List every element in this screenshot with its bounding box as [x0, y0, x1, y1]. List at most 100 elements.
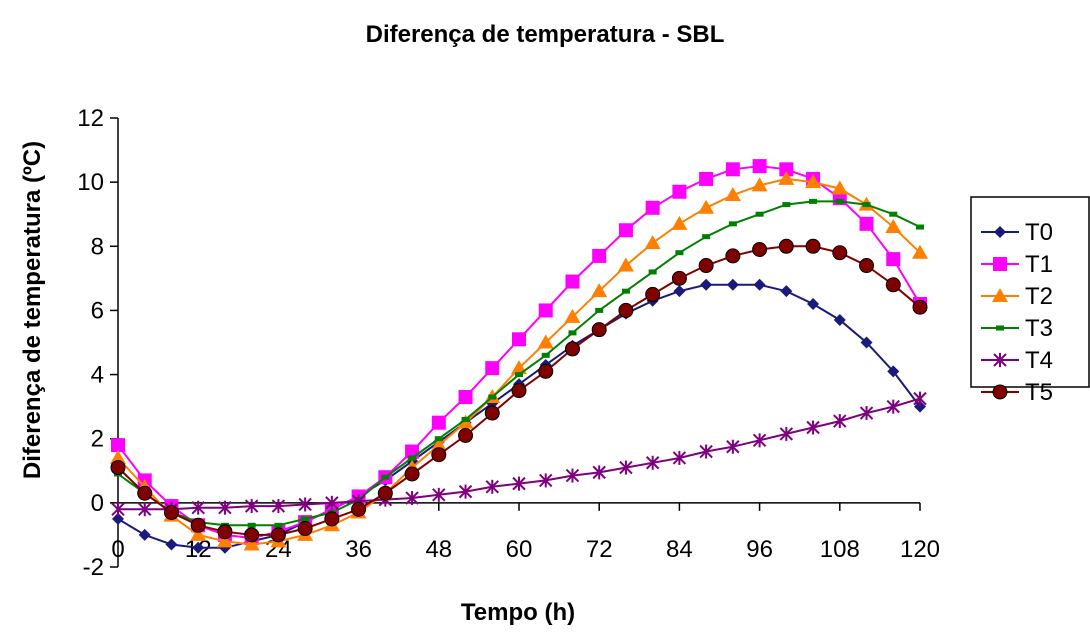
y-tick-label: 8 — [91, 233, 104, 260]
data-point-t4 — [512, 476, 526, 491]
data-point-t1 — [699, 171, 714, 186]
data-point-t2 — [644, 235, 661, 250]
y-tick-label: 4 — [91, 362, 104, 389]
data-point-t1 — [859, 216, 874, 231]
data-point-t4 — [645, 455, 660, 470]
data-point-t4 — [405, 491, 419, 506]
y-tick-label: 2 — [91, 426, 104, 453]
data-point-t5 — [698, 258, 714, 274]
data-point-t3 — [461, 416, 470, 422]
data-point-t1 — [538, 303, 553, 318]
data-point-t3 — [675, 250, 684, 256]
data-point-t1 — [111, 438, 125, 453]
data-point-t3 — [862, 202, 871, 208]
legend-label-t0: T0 — [1025, 219, 1053, 246]
data-point-t4 — [191, 500, 205, 515]
data-point-t3 — [648, 269, 657, 275]
data-point-t4 — [539, 473, 553, 488]
data-point-t5 — [805, 238, 821, 254]
data-point-t0 — [726, 278, 739, 291]
data-point-t4 — [298, 497, 312, 512]
data-point-t5 — [725, 248, 741, 264]
data-point-t3 — [835, 198, 844, 204]
data-point-t5 — [832, 245, 848, 261]
x-axis-title: Tempo (h) — [461, 599, 575, 626]
data-point-t2 — [805, 174, 822, 189]
data-point-t1 — [565, 274, 580, 289]
data-point-t3 — [728, 221, 737, 227]
data-point-t4 — [485, 479, 499, 494]
data-point-t4 — [138, 502, 152, 517]
legend: T0 T1 T2 T3 T4 T5 — [970, 196, 1090, 406]
data-point-t4 — [432, 487, 446, 502]
data-point-t5 — [404, 466, 420, 482]
data-point-t2 — [243, 536, 260, 551]
data-point-t0 — [807, 298, 820, 311]
y-tick-label: 12 — [77, 105, 104, 132]
data-point-t0 — [914, 400, 926, 413]
data-point-t3 — [916, 224, 924, 230]
data-point-t3 — [274, 522, 283, 528]
data-point-t5 — [458, 428, 474, 444]
legend-marker-t0 — [994, 226, 1006, 238]
data-point-t2 — [564, 308, 581, 323]
data-point-t4 — [886, 399, 900, 414]
data-point-t3 — [381, 474, 390, 480]
data-point-t2 — [617, 257, 634, 272]
x-tick-label: 120 — [900, 536, 940, 563]
data-point-t3 — [621, 288, 630, 294]
data-point-t2 — [671, 215, 688, 230]
data-point-t5 — [377, 485, 393, 501]
data-point-t5 — [912, 299, 928, 315]
data-point-t4 — [726, 439, 740, 454]
data-point-t4 — [592, 465, 606, 480]
data-point-t0 — [700, 278, 713, 291]
series-line-t4 — [118, 397, 921, 511]
data-point-t4 — [913, 391, 927, 406]
data-point-t3 — [595, 307, 604, 313]
data-point-t4 — [111, 502, 125, 517]
y-axis-title: Diferença de temperatura (ºC) — [19, 141, 46, 479]
data-point-t0 — [780, 285, 793, 298]
data-point-t0 — [887, 365, 900, 378]
data-point-t4 — [672, 450, 687, 465]
data-point-t1 — [458, 390, 473, 405]
data-point-t0 — [192, 541, 205, 554]
legend-marker-t1 — [993, 257, 1007, 271]
data-point-t2 — [537, 334, 554, 349]
data-point-t4 — [752, 433, 767, 448]
data-point-t5 — [591, 322, 607, 338]
data-point-t3 — [568, 330, 577, 336]
data-point-t1 — [431, 415, 446, 430]
data-point-t5 — [511, 383, 527, 399]
data-point-t0 — [138, 528, 151, 541]
data-point-t5 — [217, 524, 233, 540]
data-point-t5 — [885, 277, 901, 293]
data-point-t0 — [833, 314, 846, 327]
data-point-t2 — [885, 219, 902, 234]
data-point-t5 — [270, 527, 286, 543]
data-point-t5 — [645, 286, 661, 302]
data-point-t4 — [619, 460, 633, 475]
data-point-t5 — [618, 302, 634, 318]
data-point-t3 — [488, 394, 497, 400]
data-point-t5 — [324, 511, 340, 527]
data-point-t3 — [889, 211, 898, 217]
data-point-t4 — [565, 468, 580, 483]
data-point-t4 — [271, 499, 286, 514]
data-point-t5 — [671, 270, 687, 286]
data-point-t5 — [564, 341, 580, 357]
x-tick-label: 96 — [746, 536, 773, 563]
data-point-t5 — [163, 504, 179, 520]
data-point-t0 — [673, 285, 686, 298]
data-point-t4 — [806, 420, 820, 435]
data-point-t4 — [833, 414, 847, 429]
data-point-t3 — [515, 372, 523, 378]
data-point-t3 — [434, 436, 443, 442]
y-tick-label: -2 — [83, 554, 104, 581]
data-point-t2 — [912, 244, 928, 259]
legend-label-t5: T5 — [1025, 379, 1053, 406]
data-point-t2 — [216, 533, 233, 548]
data-point-t5 — [752, 241, 768, 257]
data-point-t3 — [809, 198, 818, 204]
